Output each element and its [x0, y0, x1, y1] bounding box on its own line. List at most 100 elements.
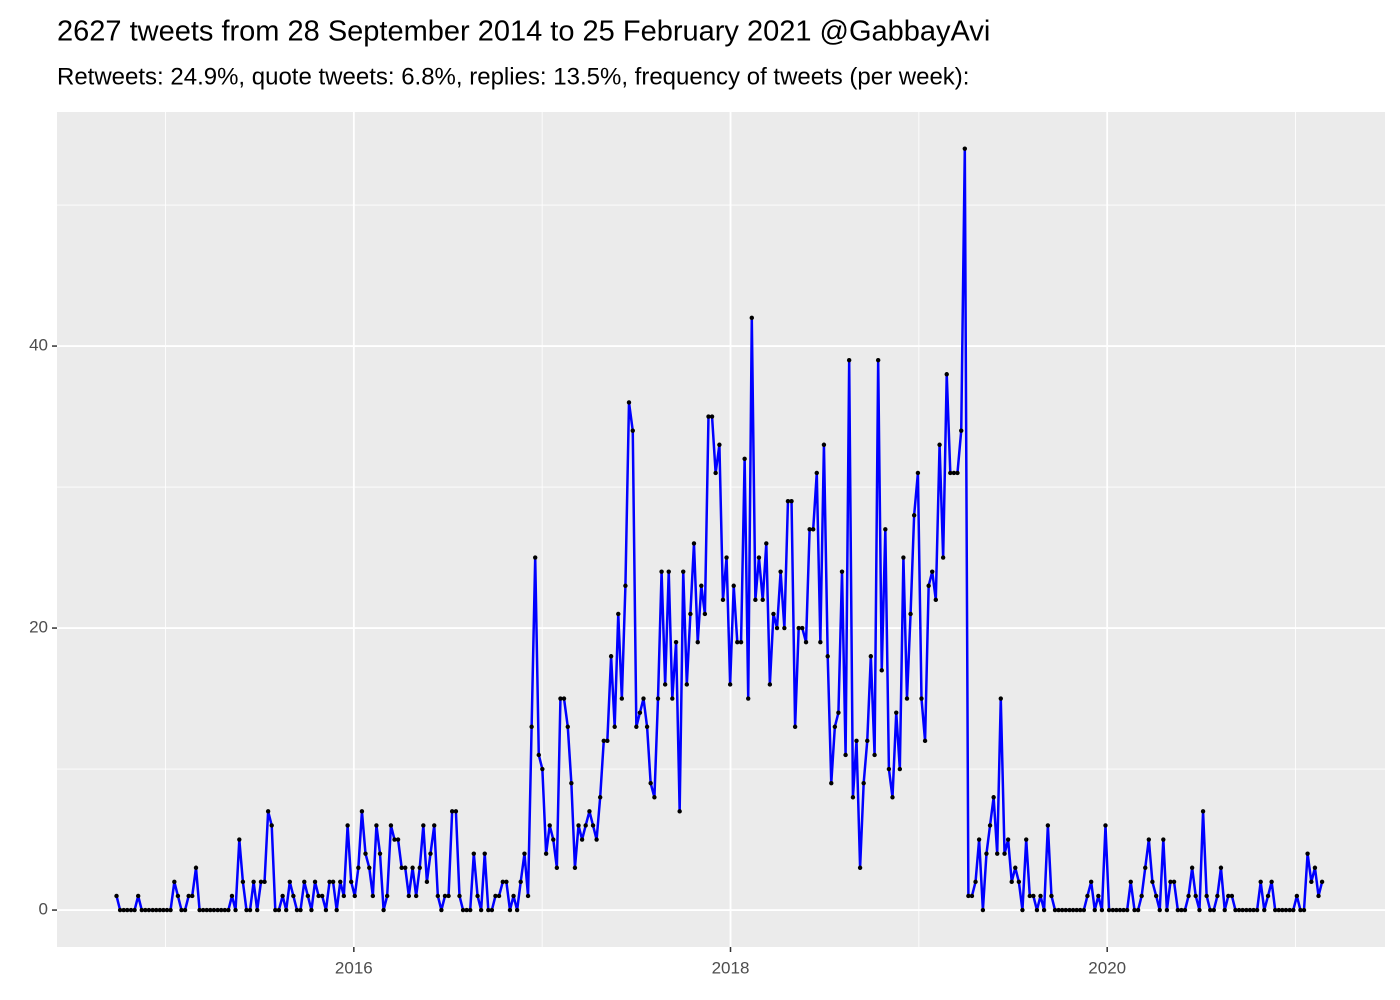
data-point: [1103, 823, 1108, 828]
data-point: [1309, 879, 1314, 885]
data-point: [630, 428, 635, 433]
data-point: [616, 611, 621, 617]
data-point: [807, 527, 812, 532]
data-point: [829, 780, 834, 786]
data-point: [370, 893, 376, 899]
data-point: [121, 907, 126, 913]
data-point: [1005, 837, 1011, 842]
data-point: [872, 752, 877, 758]
data-point: [861, 780, 866, 786]
data-point: [338, 879, 343, 885]
data-point: [1222, 907, 1227, 913]
data-point: [1031, 893, 1036, 899]
data-point: [879, 668, 884, 673]
x-tick-label: 2016: [335, 958, 373, 977]
data-point: [204, 907, 209, 913]
data-point: [1182, 907, 1188, 913]
chart-title: 2627 tweets from 28 September 2014 to 25…: [57, 16, 990, 48]
data-point: [904, 696, 910, 701]
data-point: [735, 639, 740, 645]
data-point: [1215, 893, 1220, 899]
data-point: [1247, 907, 1253, 913]
data-point: [1189, 865, 1195, 870]
data-point: [998, 696, 1003, 701]
data-point: [247, 907, 253, 913]
data-point: [244, 907, 249, 913]
data-point: [865, 738, 870, 744]
data-point: [1291, 907, 1296, 913]
data-point: [1143, 865, 1148, 870]
data-point: [818, 639, 823, 645]
data-point: [1272, 907, 1278, 913]
data-point: [377, 851, 383, 856]
data-point: [478, 907, 484, 913]
data-point: [984, 851, 989, 856]
data-point: [699, 583, 704, 588]
data-point: [1197, 907, 1202, 913]
data-point: [626, 400, 632, 405]
data-point: [1078, 907, 1083, 913]
data-point: [1038, 893, 1043, 899]
data-point: [536, 752, 541, 758]
data-point: [1056, 907, 1061, 913]
data-point: [1287, 907, 1292, 913]
data-point: [1316, 893, 1321, 899]
data-point: [890, 795, 895, 800]
data-point: [435, 893, 441, 899]
data-point: [190, 893, 195, 899]
data-point: [1135, 907, 1141, 913]
data-point: [406, 893, 412, 899]
data-point: [1088, 879, 1094, 885]
data-point: [117, 907, 123, 913]
data-point: [576, 823, 581, 828]
data-point: [240, 879, 246, 885]
data-point: [305, 893, 311, 899]
data-point: [258, 879, 264, 885]
data-point: [186, 893, 191, 899]
data-point: [262, 879, 267, 885]
data-point: [1070, 907, 1076, 913]
data-point: [334, 907, 339, 913]
data-point: [1229, 893, 1235, 899]
data-point: [276, 907, 282, 913]
data-point: [641, 696, 646, 701]
data-point: [774, 625, 780, 631]
data-point: [1016, 879, 1022, 885]
data-point: [233, 907, 238, 913]
data-point: [525, 893, 531, 899]
data-point: [561, 696, 567, 701]
data-point: [1244, 907, 1249, 913]
data-point: [673, 639, 679, 645]
data-point: [868, 654, 874, 659]
data-point: [1168, 879, 1173, 885]
data-point: [128, 907, 134, 913]
data-point: [348, 879, 354, 885]
data-point: [846, 357, 852, 363]
data-point: [583, 823, 588, 828]
data-point: [269, 823, 274, 828]
data-point: [197, 907, 202, 913]
data-point: [146, 907, 152, 913]
data-point: [1114, 907, 1119, 913]
data-point: [919, 696, 924, 701]
data-point: [164, 907, 170, 913]
data-point: [883, 527, 888, 532]
data-point: [951, 470, 957, 476]
data-point: [955, 470, 960, 476]
data-point: [1049, 893, 1054, 899]
y-tick-label: 0: [39, 900, 48, 919]
data-point: [666, 569, 671, 574]
data-point: [605, 738, 610, 744]
data-point: [1294, 893, 1300, 899]
data-point: [161, 907, 166, 913]
data-point: [1027, 893, 1032, 899]
data-point: [821, 442, 827, 447]
data-point: [767, 682, 773, 687]
data-point: [399, 865, 404, 870]
data-point: [449, 809, 455, 814]
data-point: [800, 625, 805, 631]
data-point: [1226, 893, 1231, 899]
data-point: [219, 907, 224, 913]
data-point: [1211, 907, 1216, 913]
data-point: [717, 442, 722, 447]
